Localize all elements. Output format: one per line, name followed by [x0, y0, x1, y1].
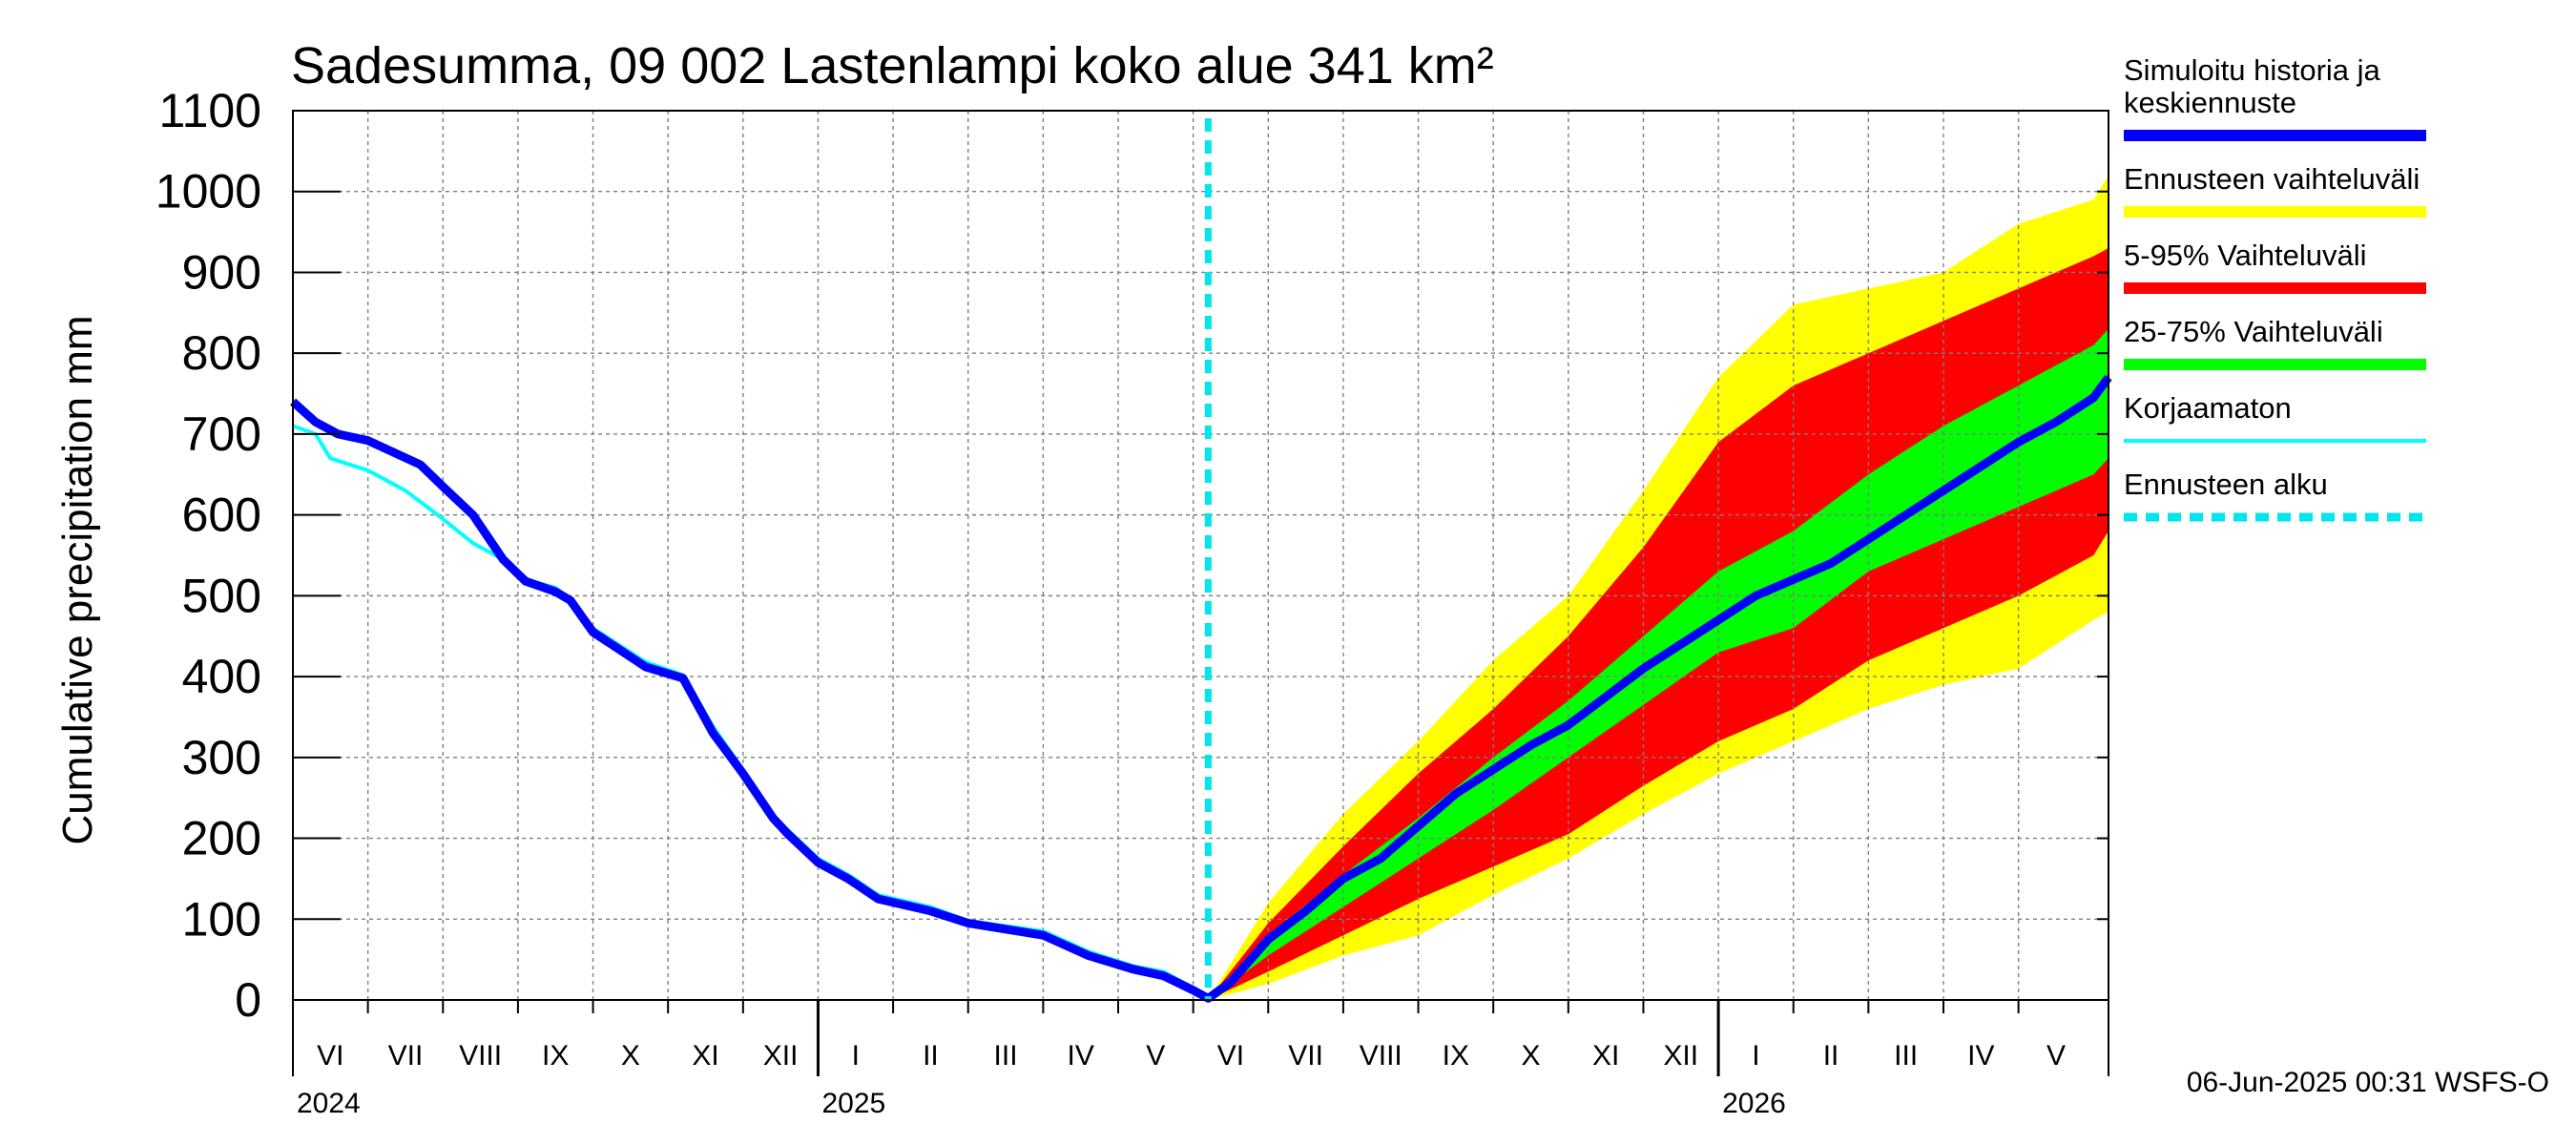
month-label: XI: [692, 1040, 718, 1072]
month-label: X: [621, 1040, 640, 1072]
legend-label: Ennusteen alku: [2124, 468, 2328, 501]
month-label: V: [2046, 1040, 2066, 1072]
month-label: XI: [1592, 1040, 1619, 1072]
year-label: 2025: [821, 1088, 885, 1119]
month-label: IV: [1967, 1040, 1994, 1072]
month-label: V: [1146, 1040, 1165, 1072]
month-label: III: [1894, 1040, 1918, 1072]
y-axis-label: Cumulative precipitation mm: [54, 315, 101, 844]
legend-label: Simuloitu historia ja: [2124, 53, 2381, 87]
year-label: 2026: [1722, 1088, 1786, 1119]
y-tick-label: 100: [182, 892, 261, 946]
legend-label: keskiennuste: [2124, 86, 2296, 119]
legend-label: 5-95% Vaihteluväli: [2124, 239, 2366, 272]
y-tick-label: 600: [182, 489, 261, 542]
legend-label: 25-75% Vaihteluväli: [2124, 315, 2383, 348]
y-tick-label: 800: [182, 326, 261, 380]
timestamp-footer: 06-Jun-2025 00:31 WSFS-O: [2187, 1067, 2549, 1098]
y-tick-label: 1100: [158, 84, 261, 137]
month-label: XII: [1663, 1040, 1698, 1072]
month-label: X: [1521, 1040, 1540, 1072]
month-label: III: [994, 1040, 1018, 1072]
y-tick-label: 700: [182, 407, 261, 461]
plot-frame: [292, 110, 2109, 1001]
month-label: VIII: [1360, 1040, 1402, 1072]
y-tick-label: 200: [182, 812, 261, 865]
month-label: VII: [1288, 1040, 1323, 1072]
month-label: I: [1752, 1040, 1759, 1072]
uncorrected-series-line: [292, 424, 1210, 1000]
month-label: XII: [763, 1040, 799, 1072]
grid-lines: [293, 110, 2109, 1001]
legend-label: Korjaamaton: [2124, 391, 2292, 425]
month-label: IV: [1068, 1040, 1094, 1072]
month-label: II: [1823, 1040, 1839, 1072]
mean-series-line: [289, 374, 2112, 1003]
chart-title: Sadesumma, 09 002 Lastenlampi koko alue …: [291, 37, 1494, 94]
legend-label: Ennusteen vaihteluväli: [2124, 162, 2420, 196]
month-label: VIII: [459, 1040, 502, 1072]
month-label: IX: [542, 1040, 569, 1072]
band-2: [1208, 328, 2109, 1000]
y-tick-label: 300: [182, 731, 261, 784]
month-label: VI: [1217, 1040, 1244, 1072]
month-label: IX: [1443, 1040, 1469, 1072]
y-tick-label: 900: [182, 245, 261, 299]
month-label: II: [923, 1040, 939, 1072]
month-label: VI: [317, 1040, 343, 1072]
y-tick-label: 1000: [156, 165, 261, 219]
month-label: I: [852, 1040, 860, 1072]
y-tick-label: 0: [235, 973, 261, 1027]
y-tick-label: 500: [182, 569, 261, 622]
data-series: [289, 374, 2112, 1003]
year-label: 2024: [297, 1088, 361, 1119]
y-tick-label: 400: [182, 650, 261, 703]
month-label: VII: [388, 1040, 424, 1072]
